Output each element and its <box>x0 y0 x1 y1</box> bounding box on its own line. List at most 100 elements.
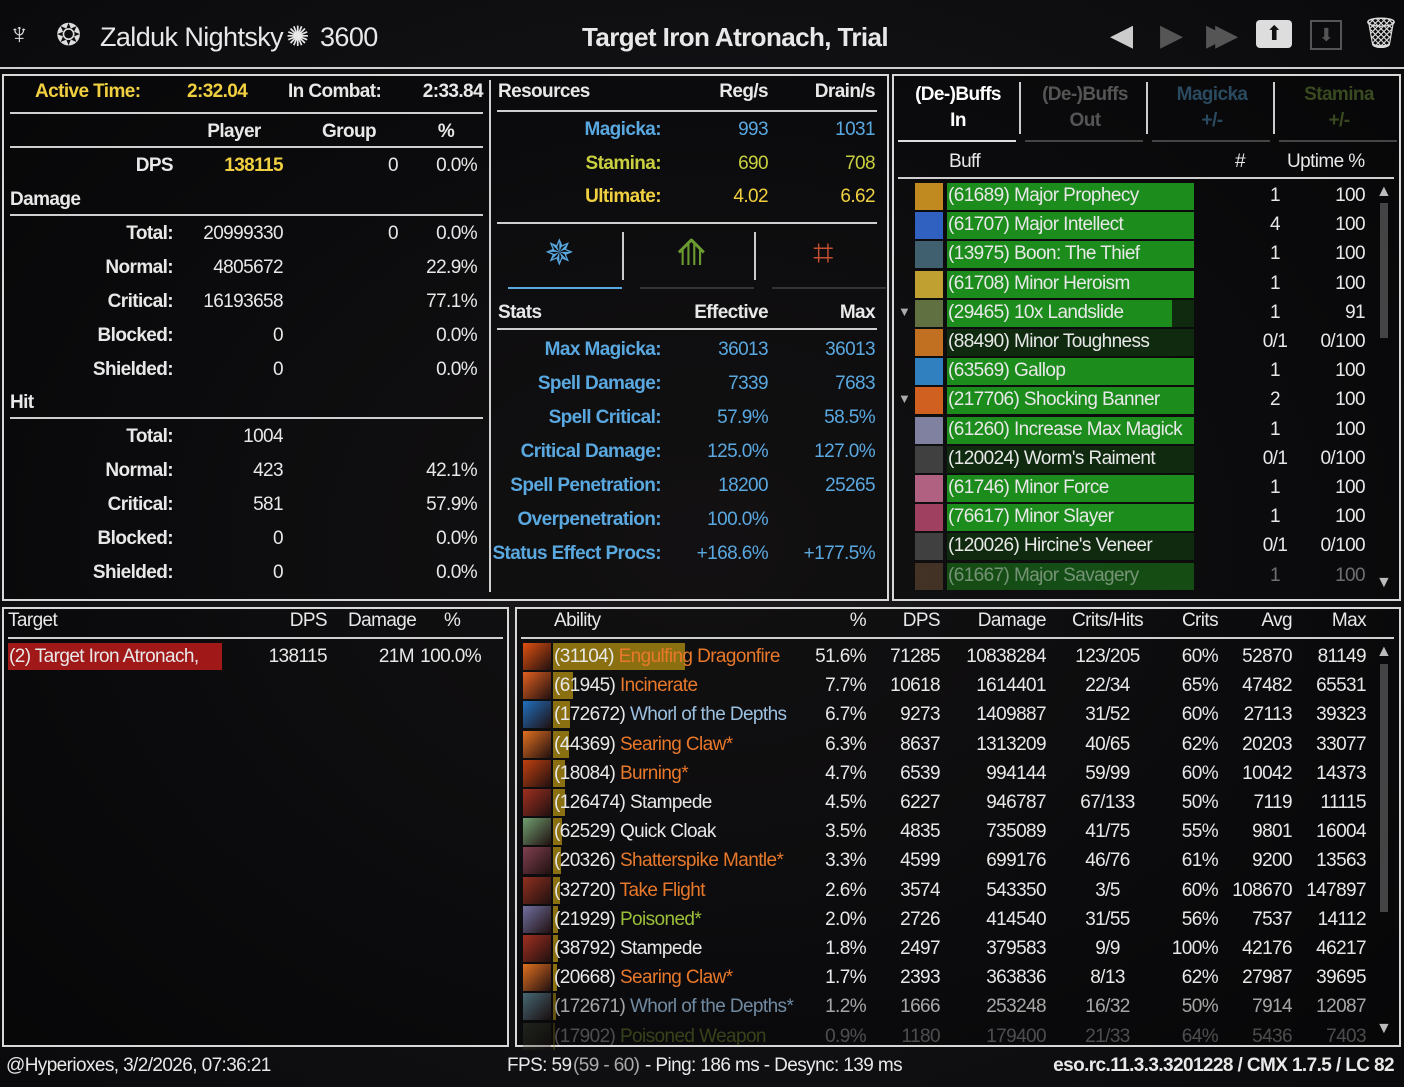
buff-name[interactable]: (76617) Minor Slayer <box>948 506 1114 528</box>
stat-label: Normal: <box>105 460 173 481</box>
header-divider <box>0 67 1404 69</box>
buff-bar-fill <box>947 241 1194 269</box>
magicka-stat-icon[interactable]: ✵ <box>544 232 574 273</box>
ability-pct: 3.3% <box>825 850 867 872</box>
buff-bar-fill <box>947 299 1172 327</box>
stat-player: 0 <box>273 325 284 346</box>
delete-fight-icon[interactable]: 🗑 <box>1362 17 1400 50</box>
ability-damage: 10838284 <box>966 646 1046 667</box>
player-class-icon[interactable]: ❂ <box>56 19 81 52</box>
champion-points-icon: ✺ <box>286 21 309 52</box>
ability-pct: 6.3% <box>825 733 867 755</box>
resource-reg: 690 <box>738 152 769 174</box>
divider <box>497 110 877 112</box>
ability-icon <box>523 759 551 787</box>
stat-effective: 100.0% <box>707 509 768 530</box>
load-fight-icon[interactable]: ⬇ <box>1310 20 1342 50</box>
buff-count: 1 <box>1270 360 1281 382</box>
ability-label: Poisoned* <box>619 908 702 930</box>
buff-name[interactable]: (61746) Minor Force <box>948 477 1109 498</box>
buff-uptime: 100 <box>1335 418 1366 440</box>
buff-name[interactable]: (29465) 10x Landslide <box>948 301 1124 323</box>
ability-avg: 42176 <box>1242 938 1292 959</box>
scroll-down-icon[interactable]: ▼ <box>1376 1020 1392 1037</box>
ability-name: (61945) Incinerate <box>554 675 698 697</box>
buff-name[interactable]: (61667) Major Savagery <box>948 564 1139 586</box>
buff-tab[interactable]: (De-)Buffs In <box>898 82 1018 138</box>
target-bar <box>8 643 222 670</box>
buff-name[interactable]: (13975) Boon: The Thief <box>948 243 1140 265</box>
buff-uptime: 0/100 <box>1320 535 1365 557</box>
buff-uptime: 100 <box>1335 185 1366 206</box>
ability-crits: 61% <box>1181 850 1219 872</box>
ability-name: (172671) Whorl of the Depths* <box>554 996 794 1018</box>
expand-icon[interactable]: ▼ <box>898 391 911 407</box>
buff-name[interactable]: (61689) Major Prophecy <box>948 185 1139 206</box>
overview-panel <box>2 74 889 601</box>
ability-icon <box>523 789 551 816</box>
buff-uptime: 100 <box>1335 214 1366 236</box>
buff-name[interactable]: (61260) Increase Max Magick <box>948 418 1183 440</box>
buff-count: 0/1 <box>1262 331 1288 352</box>
col-target-dps: DPS <box>289 610 328 631</box>
stat-pct: 42.1% <box>426 460 477 481</box>
ability-damage: 1409887 <box>976 704 1046 726</box>
scroll-up-icon[interactable]: ▲ <box>1376 643 1392 660</box>
stat-label: Total: <box>126 426 173 447</box>
target-name[interactable]: (2) Target Iron Atronach, <box>9 646 199 667</box>
ability-label: Shatterspike Mantle* <box>619 850 784 872</box>
buff-tab[interactable]: (De-)Buffs Out <box>1025 82 1145 138</box>
scroll-down-icon[interactable]: ▼ <box>1376 574 1392 591</box>
target-damage: 21M <box>378 646 415 667</box>
ability-max: 11115 <box>1320 792 1366 813</box>
buff-name[interactable]: (61707) Major Intellect <box>948 214 1124 236</box>
ability-label: Whorl of the Depths* <box>629 996 794 1018</box>
buff-name[interactable]: (120024) Worm's Raiment <box>948 447 1156 469</box>
stat-label: Spell Damage: <box>537 373 662 394</box>
divider <box>497 222 877 224</box>
divider <box>10 112 483 114</box>
stamina-stat-icon[interactable]: ⟰ <box>676 232 706 273</box>
last-fight-icon[interactable]: ▶▶ <box>1206 19 1238 52</box>
stat-label: Blocked: <box>97 325 174 346</box>
previous-fight-icon[interactable]: ◀ <box>1110 19 1133 52</box>
stat-effective: 18200 <box>718 475 768 496</box>
col-crits-hits: Crits/Hits <box>1071 610 1144 631</box>
divider <box>622 232 624 280</box>
resource-label: Ultimate: <box>585 186 661 207</box>
stat-pct: 0.0% <box>436 359 478 380</box>
scroll-up-icon[interactable]: ▲ <box>1376 183 1392 200</box>
ability-max: 81149 <box>1317 646 1367 667</box>
ability-name: (172672) Whorl of the Depths <box>554 704 787 726</box>
ability-avg: 108670 <box>1232 879 1292 901</box>
next-fight-icon[interactable]: ▶ <box>1160 19 1183 52</box>
buff-name[interactable]: (61708) Minor Heroism <box>948 272 1130 294</box>
buff-icon <box>915 445 943 473</box>
buff-name[interactable]: (63569) Gallop <box>948 360 1066 382</box>
buff-name[interactable]: (88490) Minor Toughness <box>948 331 1150 352</box>
ability-damage: 699176 <box>986 850 1046 872</box>
fight-title: Target Iron Atronach, Trial <box>582 22 889 52</box>
buff-icon <box>915 241 943 269</box>
stat-pct: 0.0% <box>436 325 478 346</box>
ability-scrollbar[interactable] <box>1380 664 1388 912</box>
buff-count: 4 <box>1270 214 1281 236</box>
ability-crits-hits: 59/99 <box>1085 762 1130 784</box>
buff-name[interactable]: (120026) Hircine's Veneer <box>948 535 1153 557</box>
health-stat-icon[interactable]: ⌗ <box>813 232 833 273</box>
ability-pct: 4.5% <box>825 792 867 813</box>
buff-tab[interactable]: Magicka +/- <box>1152 82 1272 138</box>
resource-drain: 708 <box>845 152 876 174</box>
buff-name[interactable]: (217706) Shocking Banner <box>948 389 1160 411</box>
buff-tab[interactable]: Stamina +/- <box>1279 82 1399 138</box>
col-pct: % <box>437 121 455 142</box>
buff-scrollbar[interactable] <box>1380 203 1388 338</box>
ability-damage: 994144 <box>986 762 1046 784</box>
stat-max: 25265 <box>825 475 875 496</box>
expand-icon[interactable]: ▼ <box>898 303 911 319</box>
buff-icon <box>915 504 943 532</box>
buff-tab-underline <box>1025 140 1143 142</box>
buff-uptime: 100 <box>1335 564 1366 586</box>
col-reg: Reg/s <box>719 81 768 102</box>
save-fight-icon[interactable]: ⬆ <box>1256 20 1292 48</box>
